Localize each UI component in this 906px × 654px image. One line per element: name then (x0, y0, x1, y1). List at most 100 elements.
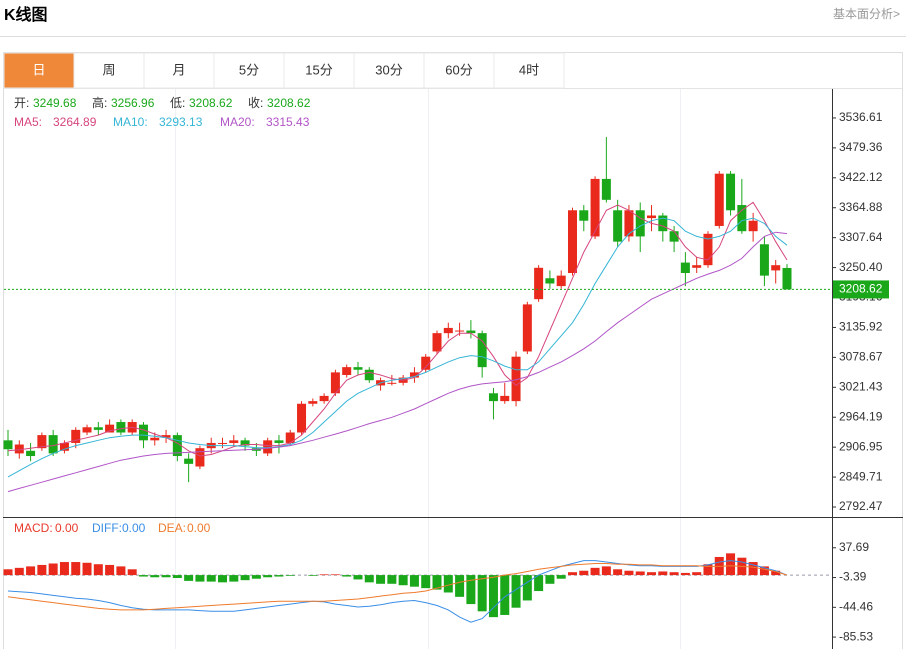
candle-body (229, 440, 239, 443)
candle-body (443, 327, 453, 334)
macd-bar (37, 564, 47, 576)
candle-body (93, 427, 103, 430)
macd-bar (218, 575, 228, 583)
candle-body (263, 440, 273, 454)
candle-body (748, 220, 758, 232)
candle-body (26, 450, 36, 457)
candle-body (285, 432, 295, 443)
macd-bar (624, 570, 634, 576)
macd-bar (319, 574, 329, 576)
macd-bar (579, 570, 589, 576)
macd-bar (647, 572, 657, 576)
macd-bar (308, 575, 318, 576)
macd-bar (71, 562, 81, 576)
y-tick-label: 3422.12 (839, 170, 883, 184)
tab-label[interactable]: 日 (32, 62, 45, 77)
macd-bar (421, 575, 431, 589)
tab-label[interactable]: 月 (172, 62, 185, 77)
macd-bar (127, 569, 137, 576)
tab[interactable] (213, 52, 285, 89)
tab[interactable] (143, 52, 215, 89)
macd-bar (534, 575, 544, 592)
candle-body (601, 178, 611, 200)
ma-legend-value: 3264.89 (53, 115, 97, 129)
macd-bar (443, 575, 453, 593)
candle-body (782, 267, 792, 290)
candle-body (308, 401, 318, 404)
candle-body (353, 367, 363, 370)
ohlc-legend-label: 低: (170, 96, 185, 110)
ohlc-legend-value: 3208.62 (189, 96, 233, 110)
macd-bar (364, 575, 374, 583)
tab-label[interactable]: 15分 (305, 62, 332, 77)
tab[interactable] (283, 52, 355, 89)
y-tick-label: -44.46 (839, 599, 873, 613)
y-tick-label: 2792.47 (839, 499, 883, 513)
candle-body (466, 330, 476, 334)
candle-body (522, 304, 532, 352)
candle-body (613, 210, 623, 242)
macd-bar (511, 575, 521, 608)
tab[interactable] (493, 52, 565, 89)
tab-label[interactable]: 30分 (375, 62, 402, 77)
macd-bar (240, 575, 250, 581)
macd-bar (82, 562, 92, 576)
candle-body (534, 267, 544, 300)
macd-bar (59, 562, 69, 576)
tab[interactable] (353, 52, 425, 89)
candle-body (274, 440, 284, 443)
macd-bar (748, 562, 758, 576)
macd-bar (274, 575, 284, 577)
tab-label[interactable]: 4时 (519, 62, 539, 77)
fundamental-link[interactable]: 基本面分析> (833, 7, 900, 21)
candle-body (726, 173, 736, 211)
candle-body (105, 424, 115, 433)
candle-body (635, 210, 645, 237)
tab[interactable] (3, 52, 75, 89)
macd-bar (48, 563, 58, 576)
candle-body (387, 382, 397, 384)
ohlc-legend-label: 收: (248, 96, 263, 110)
y-tick-label: 37.69 (839, 540, 869, 554)
macd-bar (432, 575, 442, 590)
y-tick-label: 2849.71 (839, 469, 883, 483)
macd-bar (692, 572, 702, 576)
ohlc-legend-label: 开: (14, 96, 29, 110)
macd-line (7, 563, 788, 611)
macd-bar (206, 575, 216, 582)
y-tick-label: 2964.19 (839, 409, 883, 423)
candle-body (116, 422, 126, 433)
tab[interactable] (73, 52, 145, 89)
candle-body (511, 356, 521, 402)
macd-bar (14, 567, 24, 576)
macd-bar (601, 566, 611, 576)
tab-label[interactable]: 周 (102, 62, 115, 77)
macd-bar (759, 566, 769, 576)
y-tick-label: 3250.40 (839, 260, 883, 274)
macd-bar (522, 575, 532, 601)
title: K线图 (4, 5, 48, 24)
candle-body (455, 330, 465, 332)
candle-body (590, 178, 600, 237)
macd-bar (195, 575, 205, 582)
candle-body (218, 442, 228, 444)
candle-body (658, 215, 668, 232)
ma-legend-label: MA5: (14, 115, 42, 129)
candle-body (138, 424, 148, 441)
y-tick-label: 3135.92 (839, 320, 883, 334)
candle-body (567, 210, 577, 274)
macd-bar (105, 564, 115, 576)
ohlc-legend-value: 3249.68 (33, 96, 77, 110)
tab-label[interactable]: 5分 (239, 62, 259, 77)
macd-bar (477, 575, 487, 612)
candle-body (556, 275, 566, 287)
candle-body (319, 395, 329, 402)
y-tick-label: 3078.67 (839, 350, 883, 364)
candle-body (488, 393, 498, 402)
macd-legend-value: 0.00 (122, 521, 146, 535)
candle-body (579, 210, 589, 221)
macd-line (7, 560, 788, 623)
candle-body (195, 448, 205, 467)
ma-legend-label: MA10: (113, 115, 148, 129)
tab-label[interactable]: 60分 (445, 62, 472, 77)
